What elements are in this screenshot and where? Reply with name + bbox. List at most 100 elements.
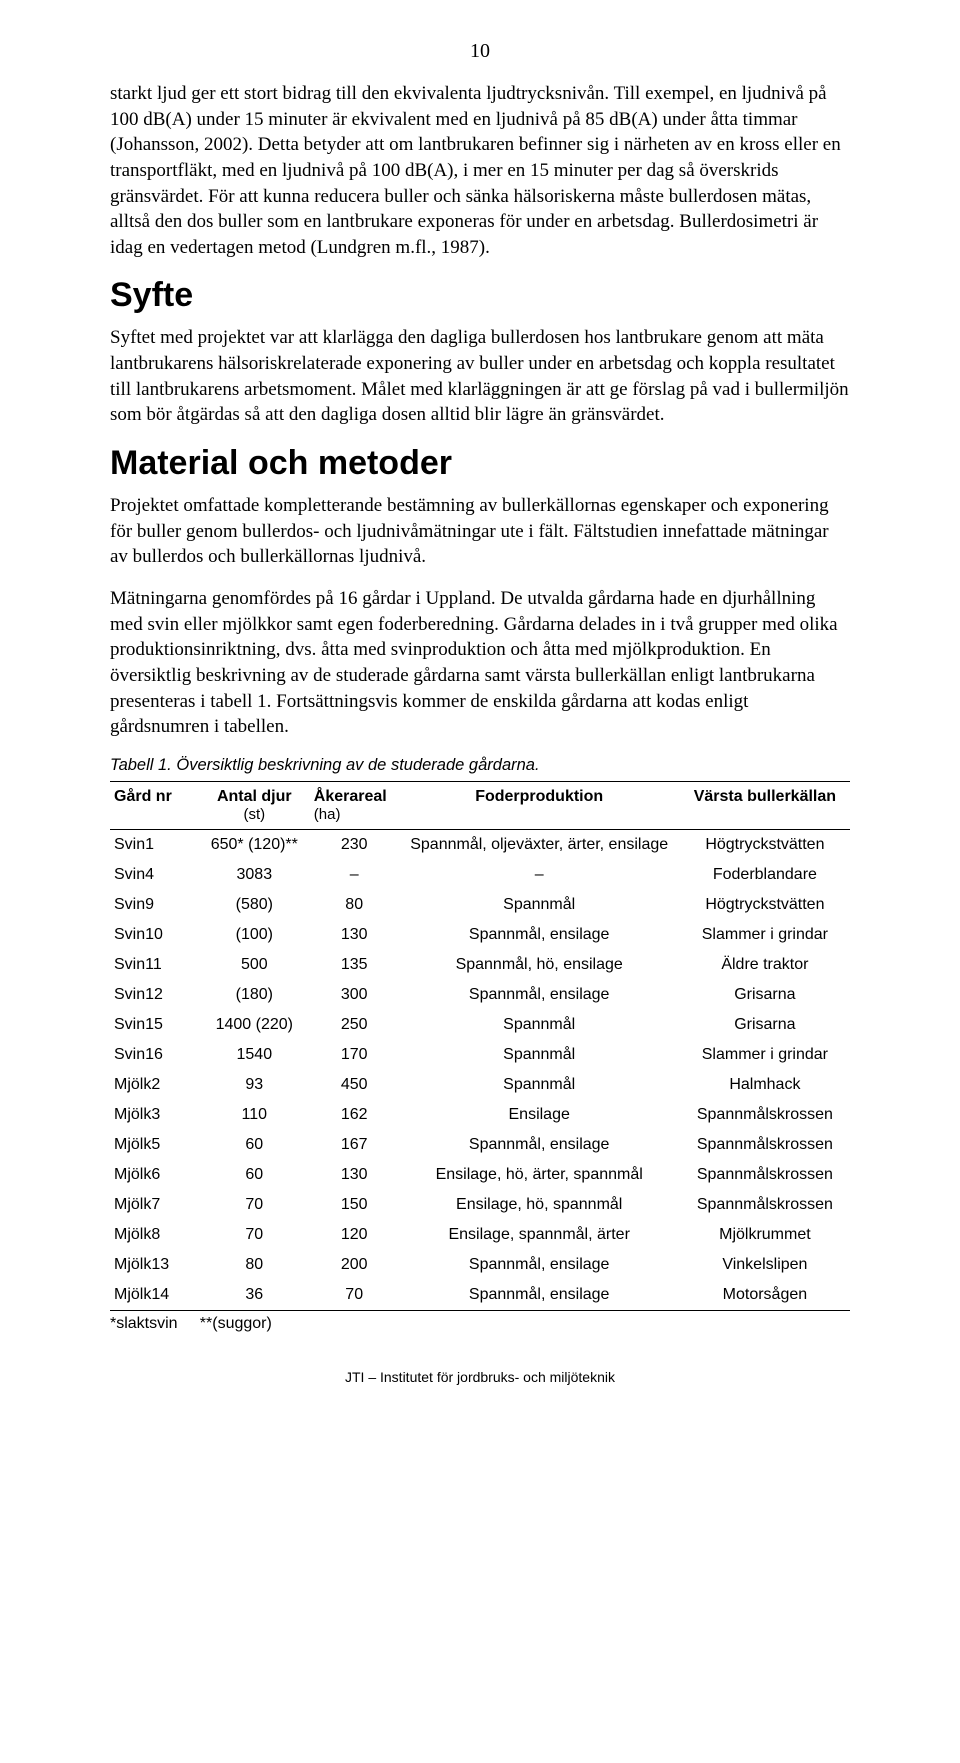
table-cell: 36 xyxy=(199,1280,310,1311)
table-cell: Mjölk5 xyxy=(110,1130,199,1160)
table-row: Mjölk870120Ensilage, spannmål, ärterMjöl… xyxy=(110,1220,850,1250)
table-cell: (100) xyxy=(199,920,310,950)
table-cell: Svin16 xyxy=(110,1040,199,1070)
table-cell: Spannmålskrossen xyxy=(680,1160,850,1190)
table-cell: Svin12 xyxy=(110,980,199,1010)
table-cell: 60 xyxy=(199,1130,310,1160)
table-cell: Spannmålskrossen xyxy=(680,1100,850,1130)
table-cell: Spannmål, ensilage xyxy=(399,1280,680,1311)
heading-syfte: Syfte xyxy=(110,276,850,315)
table-cell: Högtryckstvätten xyxy=(680,890,850,920)
page-number: 10 xyxy=(110,40,850,63)
table-row: Svin11500135Spannmål, hö, ensilageÄldre … xyxy=(110,950,850,980)
table-cell: 230 xyxy=(310,829,399,860)
table-cell: Spannmål, ensilage xyxy=(399,920,680,950)
table-cell: Mjölkrummet xyxy=(680,1220,850,1250)
table-caption: Tabell 1. Översiktlig beskrivning av de … xyxy=(110,756,850,775)
table-cell: Svin1 xyxy=(110,829,199,860)
paragraph-syfte: Syftet med projektet var att klarlägga d… xyxy=(110,325,850,428)
col-header-buller: Värsta bullerkällan xyxy=(680,781,850,829)
table-cell: Spannmål, oljeväxter, ärter, ensilage xyxy=(399,829,680,860)
table-row: Svin10(100)130Spannmål, ensilageSlammer … xyxy=(110,920,850,950)
page-footer: JTI – Institutet för jordbruks- och milj… xyxy=(110,1369,850,1385)
paragraph-material-2: Mätningarna genomfördes på 16 gårdar i U… xyxy=(110,586,850,740)
table-row: Mjölk770150Ensilage, hö, spannmålSpannmå… xyxy=(110,1190,850,1220)
table-cell: 500 xyxy=(199,950,310,980)
table-cell: 135 xyxy=(310,950,399,980)
table-cell: Mjölk6 xyxy=(110,1160,199,1190)
table-cell: Högtryckstvätten xyxy=(680,829,850,860)
table-cell: Halmhack xyxy=(680,1070,850,1100)
table-cell: 450 xyxy=(310,1070,399,1100)
table-row: Svin43083––Foderblandare xyxy=(110,860,850,890)
table-cell: 170 xyxy=(310,1040,399,1070)
table-cell: Mjölk7 xyxy=(110,1190,199,1220)
table-row: Mjölk143670Spannmål, ensilageMotorsågen xyxy=(110,1280,850,1311)
table-cell: Grisarna xyxy=(680,1010,850,1040)
table-cell: Äldre traktor xyxy=(680,950,850,980)
table-cell: 130 xyxy=(310,920,399,950)
table-cell: 120 xyxy=(310,1220,399,1250)
table-cell: Svin10 xyxy=(110,920,199,950)
paragraph-material-1: Projektet omfattade kompletterande bestä… xyxy=(110,493,850,570)
paragraph-intro: starkt ljud ger ett stort bidrag till de… xyxy=(110,81,850,260)
table-cell: 60 xyxy=(199,1160,310,1190)
table-cell: Spannmålskrossen xyxy=(680,1130,850,1160)
col-header-foder: Foderproduktion xyxy=(399,781,680,829)
table-cell: Spannmål, ensilage xyxy=(399,980,680,1010)
table-cell: Mjölk8 xyxy=(110,1220,199,1250)
table-row: Svin12(180)300Spannmål, ensilageGrisarna xyxy=(110,980,850,1010)
table-cell: – xyxy=(399,860,680,890)
table-cell: Foderblandare xyxy=(680,860,850,890)
table-cell: Spannmål xyxy=(399,1040,680,1070)
col-header-gard: Gård nr xyxy=(110,781,199,829)
table-cell: 250 xyxy=(310,1010,399,1040)
table-cell: 167 xyxy=(310,1130,399,1160)
table-cell: Slammer i grindar xyxy=(680,920,850,950)
table-row: Mjölk660130Ensilage, hö, ärter, spannmål… xyxy=(110,1160,850,1190)
table-cell: Spannmål xyxy=(399,890,680,920)
table-cell: Svin11 xyxy=(110,950,199,980)
table-cell: 70 xyxy=(199,1220,310,1250)
table-cell: 80 xyxy=(310,890,399,920)
col-header-areal-b: (ha) xyxy=(314,806,395,823)
table-cell: 1540 xyxy=(199,1040,310,1070)
table-cell: (580) xyxy=(199,890,310,920)
table-cell: Svin15 xyxy=(110,1010,199,1040)
table-cell: Mjölk3 xyxy=(110,1100,199,1130)
col-header-antal: Antal djur (st) xyxy=(199,781,310,829)
table-cell: 1400 (220) xyxy=(199,1010,310,1040)
col-header-areal: Åkerareal (ha) xyxy=(310,781,399,829)
table-cell: 200 xyxy=(310,1250,399,1280)
table-cell: 80 xyxy=(199,1250,310,1280)
heading-material: Material och metoder xyxy=(110,444,850,483)
table-row: Svin1650* (120)**230Spannmål, oljeväxter… xyxy=(110,829,850,860)
table-row: Mjölk560167Spannmål, ensilageSpannmålskr… xyxy=(110,1130,850,1160)
table-cell: 70 xyxy=(199,1190,310,1220)
table-cell: Spannmålskrossen xyxy=(680,1190,850,1220)
table-cell: 150 xyxy=(310,1190,399,1220)
table-footnote: *slaktsvin **(suggor) xyxy=(110,1311,850,1333)
table-row: Svin161540170SpannmålSlammer i grindar xyxy=(110,1040,850,1070)
table-cell: 300 xyxy=(310,980,399,1010)
table-cell: Slammer i grindar xyxy=(680,1040,850,1070)
table-cell: – xyxy=(310,860,399,890)
table-cell: Spannmål xyxy=(399,1010,680,1040)
table-cell: Ensilage, hö, ärter, spannmål xyxy=(399,1160,680,1190)
table-row: Svin151400 (220)250SpannmålGrisarna xyxy=(110,1010,850,1040)
table-cell: Spannmål, ensilage xyxy=(399,1130,680,1160)
table-cell: Ensilage, hö, spannmål xyxy=(399,1190,680,1220)
table-cell: (180) xyxy=(199,980,310,1010)
farms-table: Gård nr Antal djur (st) Åkerareal (ha) F… xyxy=(110,781,850,1311)
table-cell: 70 xyxy=(310,1280,399,1311)
table-cell: 130 xyxy=(310,1160,399,1190)
table-cell: Spannmål, ensilage xyxy=(399,1250,680,1280)
table-cell: 110 xyxy=(199,1100,310,1130)
col-header-antal-a: Antal djur xyxy=(217,788,292,805)
table-row: Mjölk1380200Spannmål, ensilageVinkelslip… xyxy=(110,1250,850,1280)
col-header-antal-b: (st) xyxy=(203,806,306,823)
table-row: Mjölk3110162EnsilageSpannmålskrossen xyxy=(110,1100,850,1130)
col-header-areal-a: Åkerareal xyxy=(314,788,387,805)
table-cell: Ensilage xyxy=(399,1100,680,1130)
table-cell: Mjölk14 xyxy=(110,1280,199,1311)
